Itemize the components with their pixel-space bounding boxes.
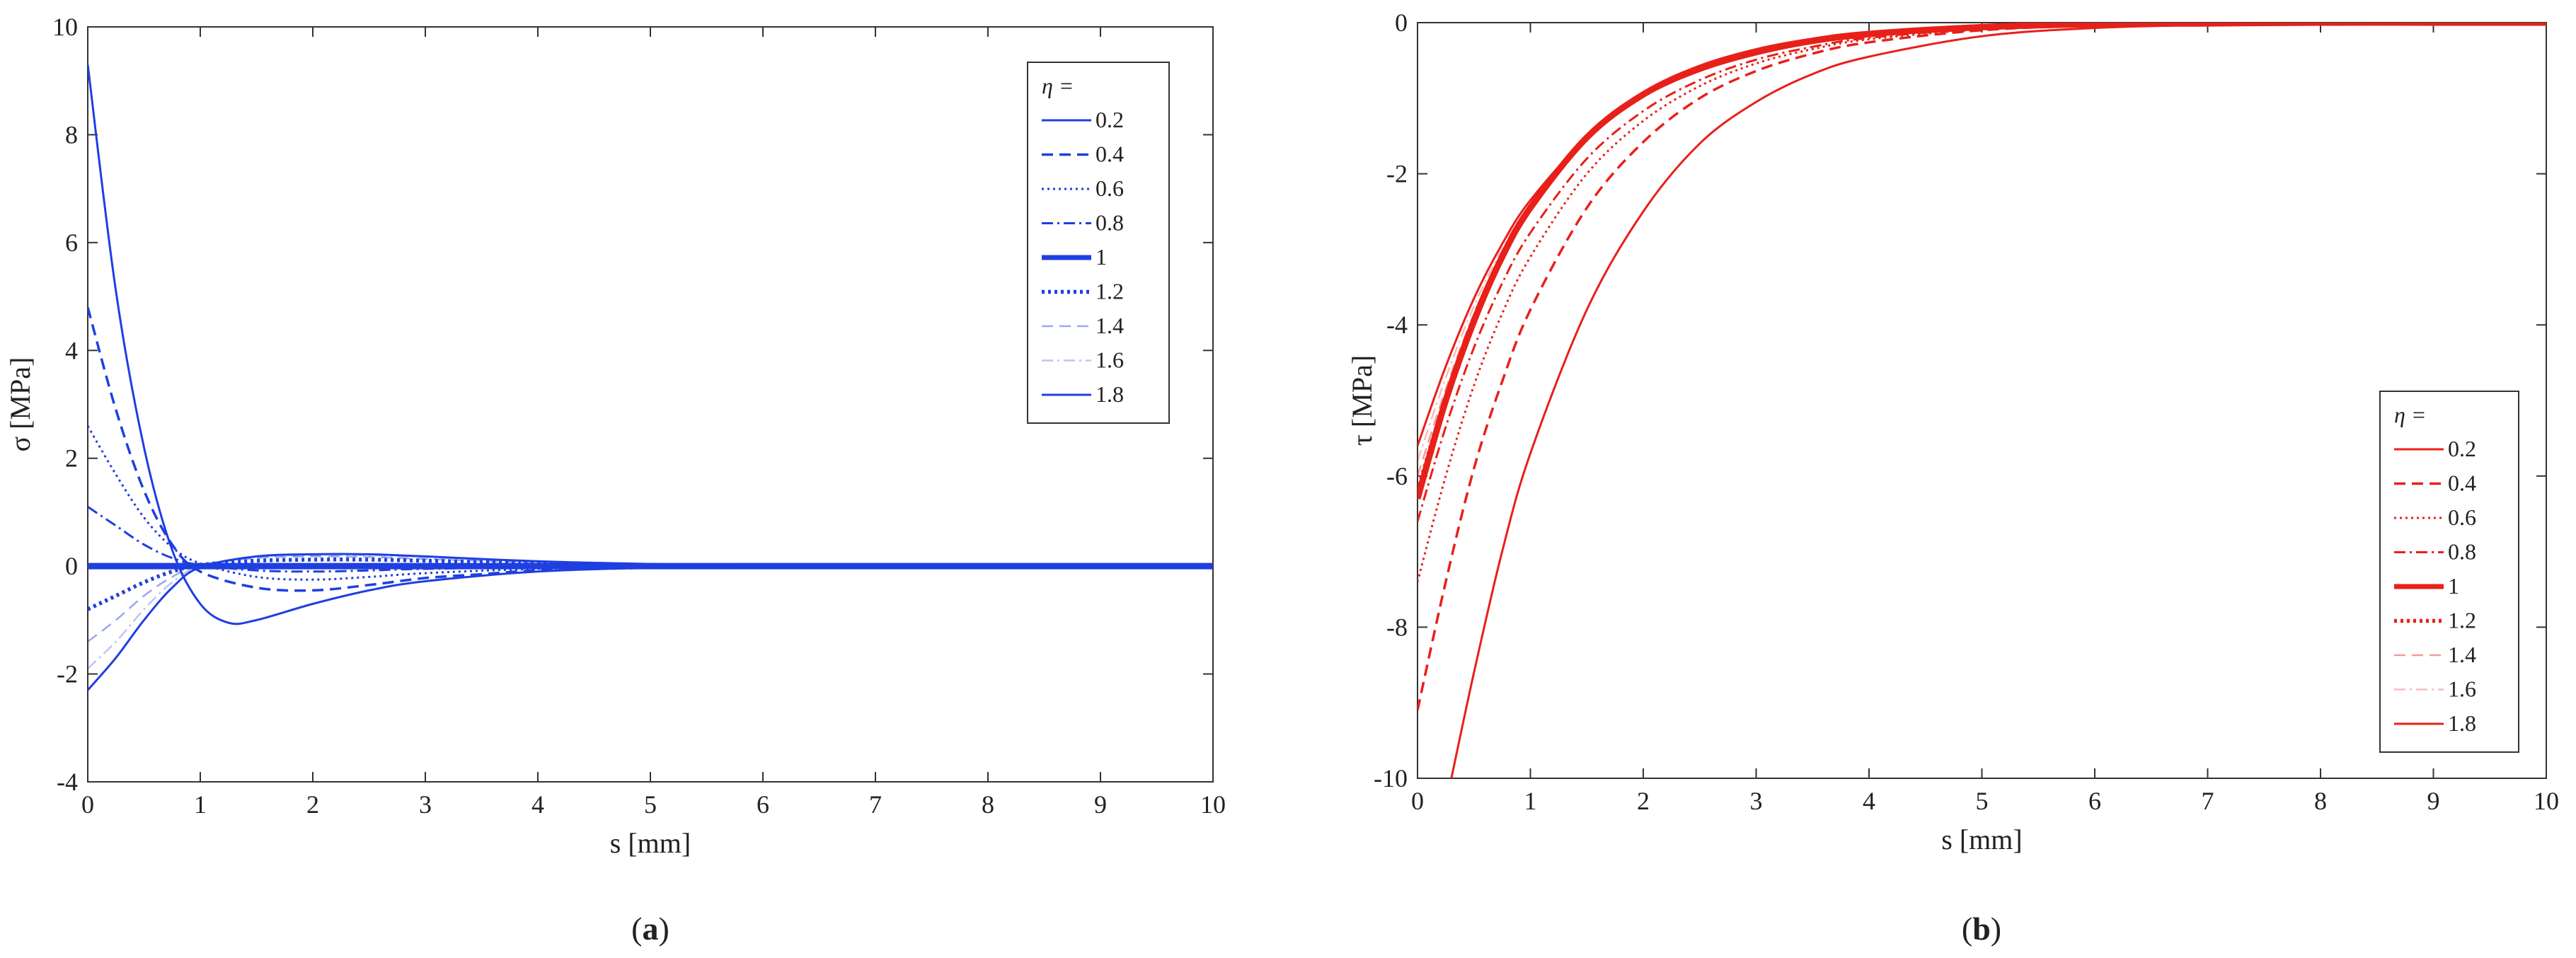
legend-entry: 1.4 (1096, 313, 1124, 338)
legend-entry: 1.8 (2448, 710, 2476, 736)
y-tick-label: -2 (57, 660, 78, 688)
series-line-0-6 (1418, 23, 2546, 582)
x-tick-label: 4 (1863, 787, 1875, 815)
x-tick-label: 8 (2314, 787, 2327, 815)
legend-entry: 1.6 (2448, 676, 2476, 702)
x-tick-label: 6 (2088, 787, 2101, 815)
series-line-0-8 (1418, 23, 2546, 522)
panel-b: 0 1 2 3 4 5 6 7 8 9 10 -10 -8 -6 -4 -2 0 s [mm] τ [MPa] η =… (1346, 8, 2559, 947)
y-tick-label: 10 (52, 13, 78, 41)
y-tick-label: -4 (1386, 311, 1408, 339)
panel-a: 0 1 2 3 4 5 6 7 8 9 10 -4 -2 0 2 4 6 8 10 s [mm] σ [MPa] η = 0… (4, 13, 1226, 947)
series-line-1-4 (1418, 23, 2546, 477)
legend-entry: 0.4 (2448, 471, 2476, 496)
legend-entry: 0.6 (2448, 504, 2476, 530)
legend-entry: 1.2 (2448, 608, 2476, 633)
series-line-1-6 (88, 554, 1213, 669)
legend: η = 0.2 0.4 0.6 0.8 1 1.2 1.4 1.6 1.8 (1027, 62, 1170, 424)
legend-entry: 0.2 (1096, 107, 1124, 132)
x-tick-label: 5 (1976, 787, 1989, 815)
legend-entry: 0.8 (2448, 539, 2476, 565)
x-tick-label: 0 (81, 790, 94, 819)
x-tick-label: 7 (2202, 787, 2214, 815)
x-tick-label: 5 (644, 790, 657, 819)
x-tick-label: 2 (306, 790, 319, 819)
y-axis-label: σ [MPa] (4, 357, 36, 452)
y-tick-label: -6 (1386, 462, 1408, 490)
y-tick-label: -4 (57, 768, 78, 796)
series-line-1-8 (1418, 23, 2546, 446)
series-line-0-8 (88, 506, 1213, 573)
x-tick-label: 0 (1411, 787, 1424, 815)
x-tick-label: 8 (982, 790, 994, 819)
y-tick-label: -2 (1386, 160, 1408, 188)
x-tick-label: 1 (1524, 787, 1537, 815)
legend-box (1027, 62, 1170, 424)
series-lines (88, 64, 1213, 691)
legend-entry: 0.6 (1096, 175, 1124, 201)
x-tick-label: 3 (419, 790, 432, 819)
series-line-1-2 (1418, 23, 2546, 492)
x-tick-label: 1 (194, 790, 207, 819)
y-tick-label: -10 (1374, 764, 1408, 792)
y-tick-label: 2 (65, 444, 78, 473)
y-tick-label: 0 (65, 552, 78, 580)
legend-entry: 0.2 (2448, 436, 2476, 461)
series-line-1 (1418, 23, 2546, 500)
legend-entry: 1.4 (2448, 642, 2476, 667)
y-tick-label: 4 (65, 336, 78, 364)
legend-entry: 0.8 (1096, 210, 1124, 236)
panel-label: (b) (1962, 911, 2001, 947)
y-tick-label: 8 (65, 120, 78, 149)
legend-entry: 1.6 (1096, 347, 1124, 373)
legend-entry: 1 (2448, 573, 2459, 599)
x-axis-label: s [mm] (610, 827, 691, 859)
legend-title: η = (2394, 402, 2426, 427)
x-tick-label: 10 (2534, 787, 2559, 815)
y-axis-label: τ [MPa] (1346, 355, 1378, 446)
x-tick-label: 2 (1637, 787, 1650, 815)
legend-box (2379, 391, 2519, 753)
x-tick-label: 6 (757, 790, 769, 819)
legend-entry: 1.2 (1096, 279, 1124, 304)
x-axis-label: s [mm] (1941, 824, 2022, 855)
series-line-0-6 (88, 425, 1213, 581)
x-tick-label: 10 (1200, 790, 1226, 819)
series-line-1-6 (1418, 23, 2546, 461)
legend: η = 0.2 0.4 0.6 0.8 1 1.2 1.4 1.6 1.8 (2379, 391, 2519, 753)
legend-entry: 0.4 (1096, 142, 1124, 167)
x-tick-label: 3 (1750, 787, 1763, 815)
series-lines (1418, 23, 2546, 778)
x-tick-label: 9 (1094, 790, 1107, 819)
legend-title: η = (1042, 73, 1074, 98)
x-tick-label: 7 (869, 790, 882, 819)
x-tick-label: 4 (531, 790, 544, 819)
y-tick-label: -8 (1386, 613, 1408, 641)
y-tick-label: 6 (65, 229, 78, 257)
series-line-0-4 (1418, 23, 2546, 711)
panel-label: (a) (631, 911, 669, 947)
legend-entry: 1.8 (1096, 381, 1124, 407)
x-tick-label: 9 (2427, 787, 2440, 815)
series-line-1-8 (88, 553, 1213, 691)
y-tick-label: 0 (1395, 8, 1408, 37)
legend-entry: 1 (1096, 244, 1107, 270)
